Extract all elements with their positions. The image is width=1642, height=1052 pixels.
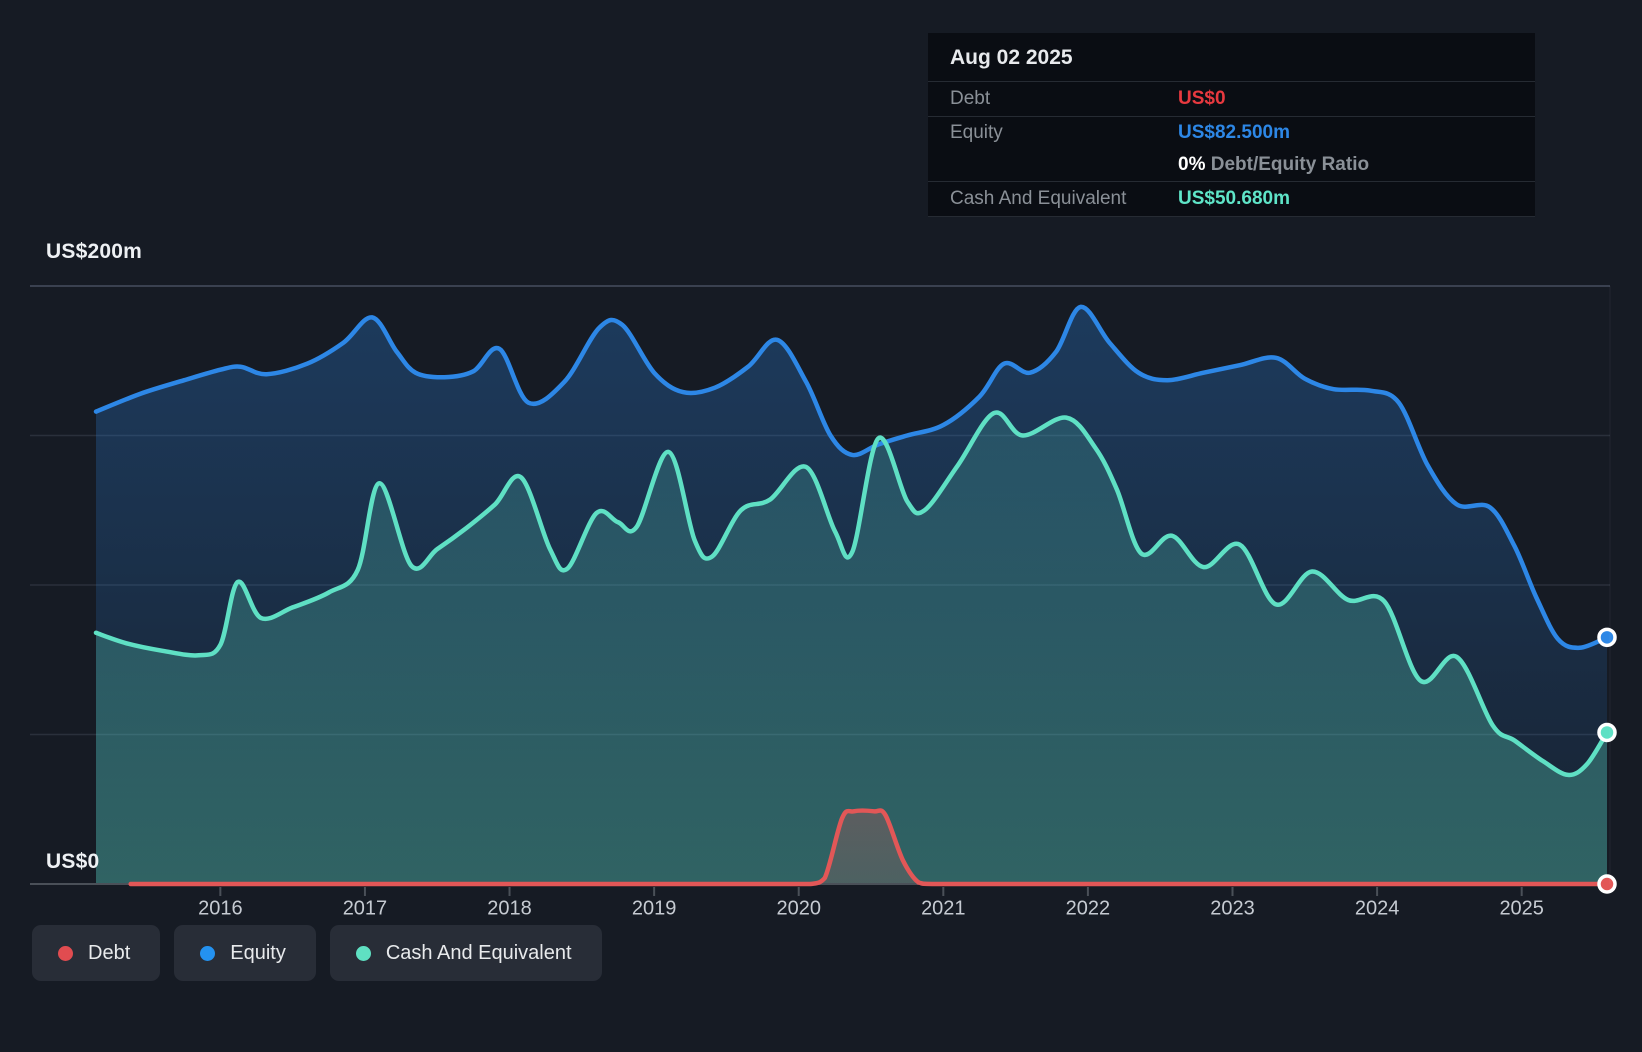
tooltip-equity-label: Equity xyxy=(950,122,1003,143)
tooltip-cash-value: US$50.680m xyxy=(1178,188,1290,209)
legend-item-debt[interactable]: Debt xyxy=(32,925,161,981)
x-axis-label: 2023 xyxy=(1210,897,1255,919)
x-axis-label: 2016 xyxy=(198,897,243,919)
tooltip-row-cash: Cash And Equivalent US$50.680m xyxy=(928,182,1535,217)
x-axis-label: 2017 xyxy=(343,897,388,919)
tooltip-equity-value: US$82.500m xyxy=(1178,122,1290,143)
legend-equity-label: Equity xyxy=(230,941,286,964)
tooltip-debt-value: US$0 xyxy=(1178,88,1226,109)
tooltip-date: Aug 02 2025 xyxy=(928,33,1535,82)
cash-line xyxy=(93,410,1610,778)
tooltip-ratio: 0% Debt/Equity Ratio xyxy=(1178,154,1369,176)
y-axis-label-max: US$200m xyxy=(46,240,142,263)
cash-dot-icon xyxy=(355,945,371,961)
cash-endpoint-marker[interactable] xyxy=(1597,722,1617,743)
y-axis-label-zero: US$0 xyxy=(46,850,100,873)
x-axis-label: 2021 xyxy=(921,897,966,919)
x-axis-label: 2024 xyxy=(1355,897,1400,919)
equity-dot-icon xyxy=(200,945,216,961)
debt-line xyxy=(128,808,1610,887)
debt-area xyxy=(130,810,1608,884)
legend-item-equity[interactable]: Equity xyxy=(174,925,316,981)
debt-endpoint-marker[interactable] xyxy=(1597,874,1617,894)
cash-area xyxy=(96,412,1607,884)
x-axis-label: 2018 xyxy=(487,897,532,919)
legend-cash-label: Cash And Equivalent xyxy=(385,941,572,964)
legend: Debt Equity Cash And Equivalent xyxy=(32,925,602,981)
x-axis-label: 2022 xyxy=(1066,897,1111,919)
x-axis-label: 2019 xyxy=(632,897,677,919)
tooltip-row-debt: Debt US$0 xyxy=(928,82,1535,117)
tooltip-debt-label: Debt xyxy=(950,88,991,109)
equity-line xyxy=(93,304,1610,651)
legend-debt-label: Debt xyxy=(88,941,131,964)
debt-dot-icon xyxy=(58,945,73,961)
tooltip-ratio-label: Debt/Equity Ratio xyxy=(1210,154,1370,175)
equity-endpoint-marker[interactable] xyxy=(1597,627,1617,648)
tooltip-ratio-value: 0% xyxy=(1178,154,1206,175)
x-axis-label: 2020 xyxy=(776,897,821,919)
tooltip: Aug 02 2025 Debt US$0 Equity US$82.500m … xyxy=(928,33,1535,217)
tooltip-cash-label: Cash And Equivalent xyxy=(950,188,1127,209)
tooltip-row-equity: Equity US$82.500m 0% Debt/Equity Ratio xyxy=(928,117,1535,182)
x-axis-label: 2025 xyxy=(1499,897,1544,919)
legend-item-cash[interactable]: Cash And Equivalent xyxy=(329,925,602,981)
